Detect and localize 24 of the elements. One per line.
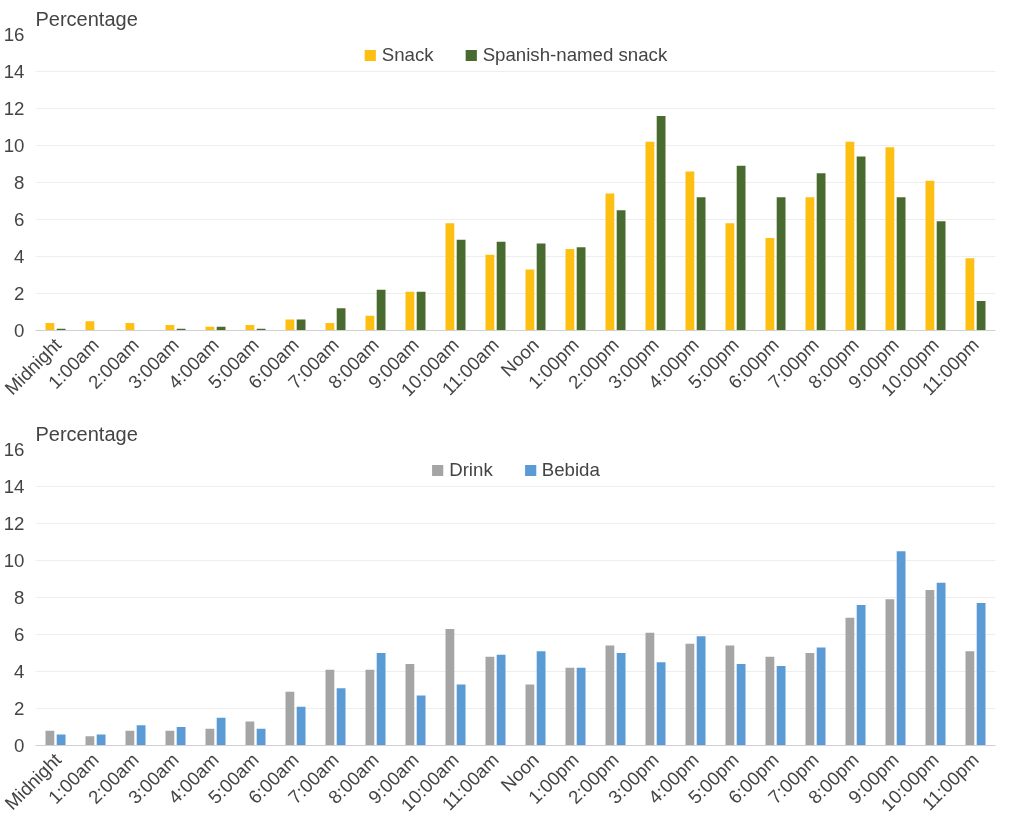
y-tick-label: 12 [3,513,25,534]
legend-label: Bebida [541,459,600,481]
y-tick-label: 8 [14,587,25,608]
y-tick-label: 6 [14,624,25,645]
y-tick-label: 14 [3,61,25,82]
y-tick-label: 0 [14,735,25,756]
y-tick-label: 2 [14,698,25,719]
y-tick-label: 10 [3,550,25,571]
y-tick-label: 16 [3,439,25,460]
legend-label: Drink [449,459,493,481]
y-tick-label: 16 [3,24,25,45]
y-axis-title: Percentage [35,7,138,30]
y-tick-label: 10 [3,135,25,156]
y-tick-label: 4 [14,246,25,267]
y-tick-label: 2 [14,283,25,304]
legend-label: Snack [381,44,434,66]
y-tick-label: 12 [3,98,25,119]
y-tick-label: 4 [14,661,25,682]
y-tick-label: 8 [14,172,25,193]
y-tick-label: 6 [14,209,25,230]
y-axis-title: Percentage [35,422,138,445]
y-tick-label: 0 [14,320,25,341]
legend-label: Spanish-named snack [482,44,668,66]
y-tick-label: 14 [3,476,25,497]
